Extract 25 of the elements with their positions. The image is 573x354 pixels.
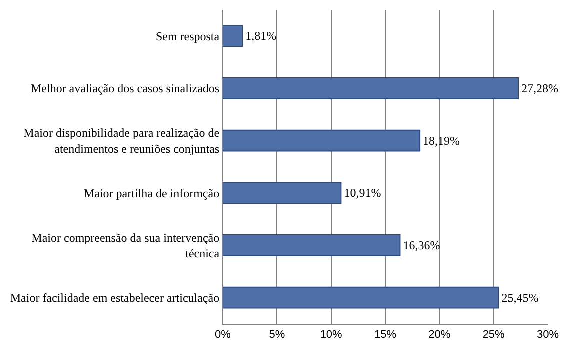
y-tick-label: Maior disponibilidade para realização de atendimentos e reuniões conjuntas bbox=[24, 126, 220, 156]
x-tick-label: 25% bbox=[482, 329, 506, 342]
x-tick-label: 10% bbox=[320, 329, 343, 342]
bar bbox=[223, 78, 520, 100]
x-tick-label: 20% bbox=[428, 329, 451, 342]
x-tick-label: 0% bbox=[215, 329, 232, 342]
bar bbox=[223, 286, 500, 309]
y-tick-label: Maior compreensão da sua intervenção técnica bbox=[32, 230, 220, 260]
data-label: 18,19% bbox=[423, 134, 460, 148]
bar bbox=[223, 25, 244, 48]
data-label: 16,36% bbox=[403, 238, 440, 252]
y-tick-label: Maior partilha de informção bbox=[84, 186, 220, 200]
bar bbox=[223, 130, 421, 152]
data-label: 27,28% bbox=[522, 82, 559, 96]
y-tick-label: Sem resposta bbox=[156, 29, 220, 44]
x-tick-label: 15% bbox=[374, 329, 397, 342]
data-label: 10,91% bbox=[344, 186, 382, 200]
x-tick-label: 5% bbox=[269, 329, 286, 342]
data-label: 25,45% bbox=[502, 290, 539, 305]
y-tick-label: Melhor avaliação dos casos sinalizados bbox=[30, 82, 220, 96]
y-tick-label: Maior facilidade em estabelecer articulação bbox=[10, 291, 220, 306]
x-tick-label: 30% bbox=[536, 329, 560, 342]
bar bbox=[223, 182, 342, 204]
bar bbox=[223, 234, 401, 256]
data-label: 1,81% bbox=[246, 29, 277, 44]
